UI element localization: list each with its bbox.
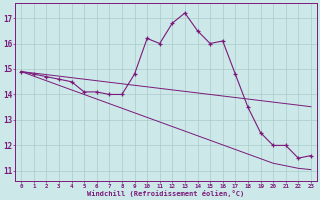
X-axis label: Windchill (Refroidissement éolien,°C): Windchill (Refroidissement éolien,°C) xyxy=(87,190,244,197)
